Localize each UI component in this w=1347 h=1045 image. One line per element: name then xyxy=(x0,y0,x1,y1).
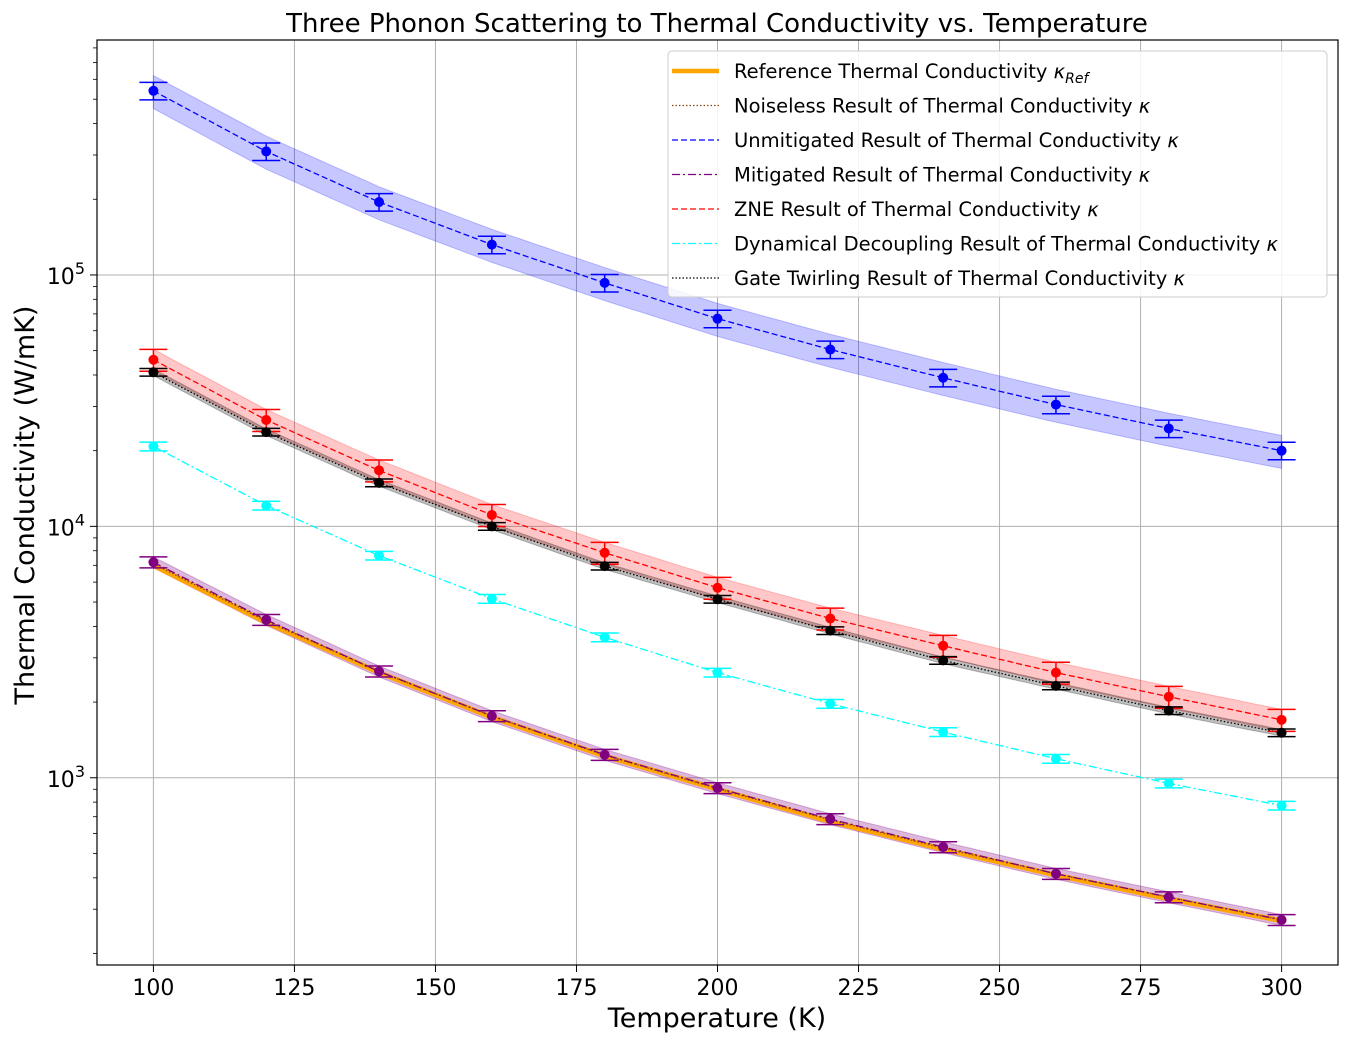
data-point xyxy=(1276,445,1287,456)
data-point xyxy=(938,640,949,651)
data-points xyxy=(139,81,1296,927)
data-point xyxy=(938,655,949,666)
legend-label: Dynamical Decoupling Result of Thermal C… xyxy=(734,233,1278,256)
legend-label: Gate Twirling Result of Thermal Conducti… xyxy=(734,267,1185,290)
data-point xyxy=(712,667,723,678)
data-point xyxy=(599,632,610,643)
data-point xyxy=(599,547,610,558)
data-point xyxy=(261,614,272,625)
y-tick-label: 105 xyxy=(47,259,85,290)
data-point xyxy=(1050,868,1061,879)
legend-label: Reference Thermal Conductivity κRef xyxy=(734,60,1091,87)
x-tick-label: 100 xyxy=(132,976,174,1001)
legend-box xyxy=(667,50,1328,298)
x-tick-label: 125 xyxy=(273,976,315,1001)
data-point xyxy=(938,372,949,383)
series-line xyxy=(153,90,1282,452)
data-point xyxy=(599,749,610,760)
data-point xyxy=(1163,705,1174,716)
data-point xyxy=(1163,691,1174,702)
y-tick-label: 103 xyxy=(47,762,85,793)
data-point xyxy=(374,666,385,677)
data-point xyxy=(1050,667,1061,678)
data-point xyxy=(261,414,272,425)
data-point xyxy=(599,277,610,288)
x-tick-label: 175 xyxy=(555,976,597,1001)
y-axis-label: Thermal Conductivity (W/mK) xyxy=(10,306,41,706)
data-point xyxy=(712,582,723,593)
data-point xyxy=(825,344,836,355)
series-lines xyxy=(152,90,1283,924)
data-point xyxy=(1276,727,1287,738)
legend-label: Mitigated Result of Thermal Conductivity… xyxy=(734,164,1151,187)
data-point xyxy=(825,698,836,709)
x-tick-label: 250 xyxy=(979,976,1021,1001)
x-tick-label: 225 xyxy=(838,976,880,1001)
data-point xyxy=(1050,399,1061,410)
data-point xyxy=(1276,714,1287,725)
data-point xyxy=(825,814,836,825)
data-point xyxy=(1050,680,1061,691)
chart-title: Three Phonon Scattering to Thermal Condu… xyxy=(285,9,1148,39)
legend-label: Unmitigated Result of Thermal Conductivi… xyxy=(734,129,1179,152)
data-point xyxy=(148,354,159,365)
data-point xyxy=(712,783,723,794)
series-line xyxy=(153,359,1282,721)
data-point xyxy=(825,625,836,636)
data-point xyxy=(261,427,272,438)
data-point xyxy=(712,313,723,324)
data-point xyxy=(374,477,385,488)
data-point xyxy=(148,367,159,378)
data-point xyxy=(486,521,497,532)
legend: Reference Thermal Conductivity κRef Noise… xyxy=(667,50,1328,298)
data-point xyxy=(825,613,836,624)
data-point xyxy=(486,593,497,604)
data-point xyxy=(486,711,497,722)
axes: 100 125 150 175 200 225 250 275 300 103 104 105 xyxy=(47,39,1339,1001)
data-point xyxy=(1276,914,1287,925)
data-point xyxy=(148,557,159,568)
x-tick-label: 150 xyxy=(414,976,456,1001)
x-axis-label: Temperature (K) xyxy=(607,1003,826,1034)
data-point xyxy=(261,500,272,511)
data-point xyxy=(374,465,385,476)
x-tick-label: 200 xyxy=(697,976,739,1001)
data-point xyxy=(261,146,272,157)
data-point xyxy=(374,197,385,208)
data-point xyxy=(712,594,723,605)
data-point xyxy=(1276,800,1287,811)
data-point xyxy=(599,561,610,572)
data-point xyxy=(1163,423,1174,434)
data-point xyxy=(148,441,159,452)
data-point xyxy=(1050,753,1061,764)
data-point xyxy=(1163,778,1174,789)
data-point xyxy=(938,842,949,853)
data-point xyxy=(148,85,159,96)
x-tick-label: 275 xyxy=(1120,976,1162,1001)
data-point xyxy=(374,550,385,561)
data-point xyxy=(486,509,497,520)
y-tick-label: 104 xyxy=(47,510,85,541)
x-tick-label: 300 xyxy=(1261,976,1303,1001)
data-point xyxy=(938,727,949,738)
data-point xyxy=(486,239,497,250)
legend-label: Noiseless Result of Thermal Conductivity… xyxy=(734,95,1151,118)
data-point xyxy=(1163,892,1174,903)
legend-label: ZNE Result of Thermal Conductivity κ xyxy=(734,198,1099,221)
